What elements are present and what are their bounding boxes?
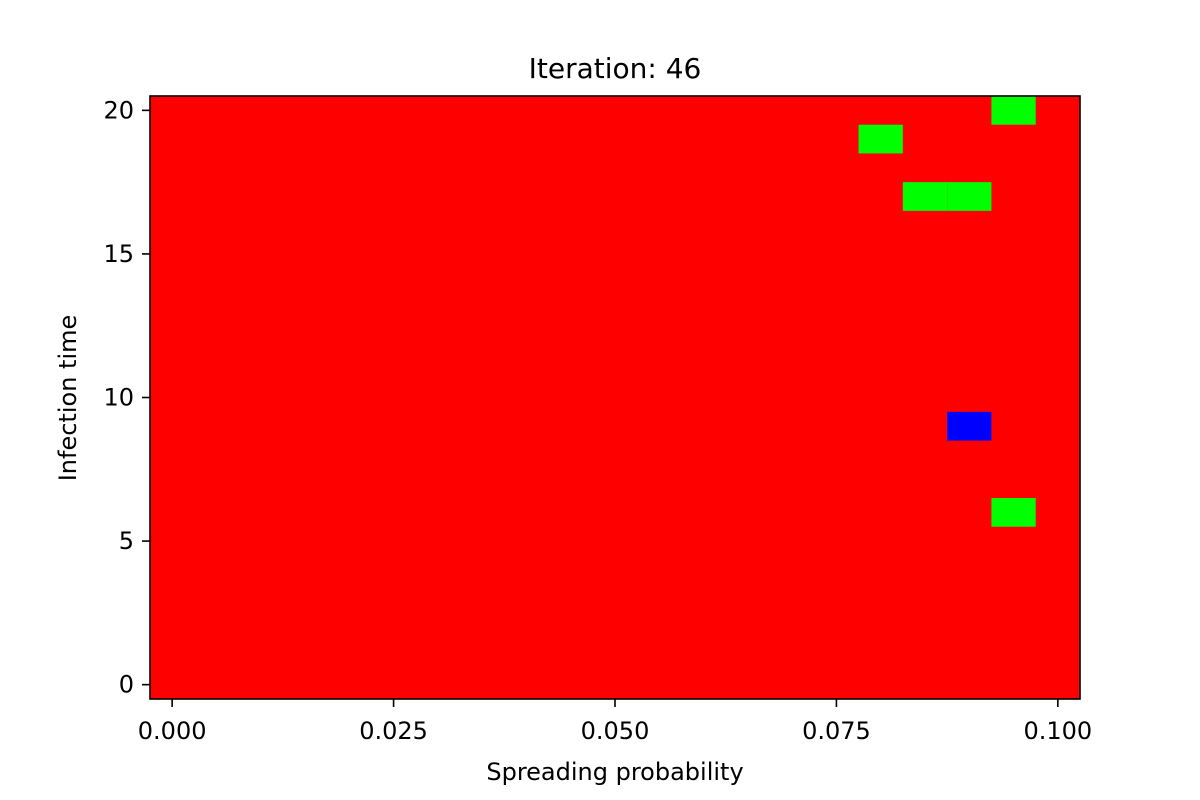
x-tick-label: 0.025: [359, 717, 428, 745]
y-tick-label: 20: [103, 96, 134, 124]
y-axis-label: Infection time: [54, 315, 82, 482]
x-tick-label: 0.050: [581, 717, 650, 745]
chart-title: Iteration: 46: [529, 52, 702, 85]
heatmap-cell: [991, 96, 1036, 125]
y-tick-label: 15: [103, 240, 134, 268]
y-tick-label: 10: [103, 384, 134, 412]
heatmap-cell: [991, 498, 1036, 527]
x-axis-label: Spreading probability: [486, 758, 743, 786]
x-tick-label: 0.100: [1023, 717, 1092, 745]
x-tick-label: 0.075: [802, 717, 871, 745]
heatmap-cell: [947, 182, 992, 211]
y-tick-label: 5: [119, 527, 134, 555]
x-tick-label: 0.000: [138, 717, 207, 745]
heatmap-cell: [947, 411, 992, 441]
y-tick-label: 0: [119, 671, 134, 699]
heatmap-cell: [902, 182, 948, 211]
heatmap-cell: [858, 124, 903, 154]
